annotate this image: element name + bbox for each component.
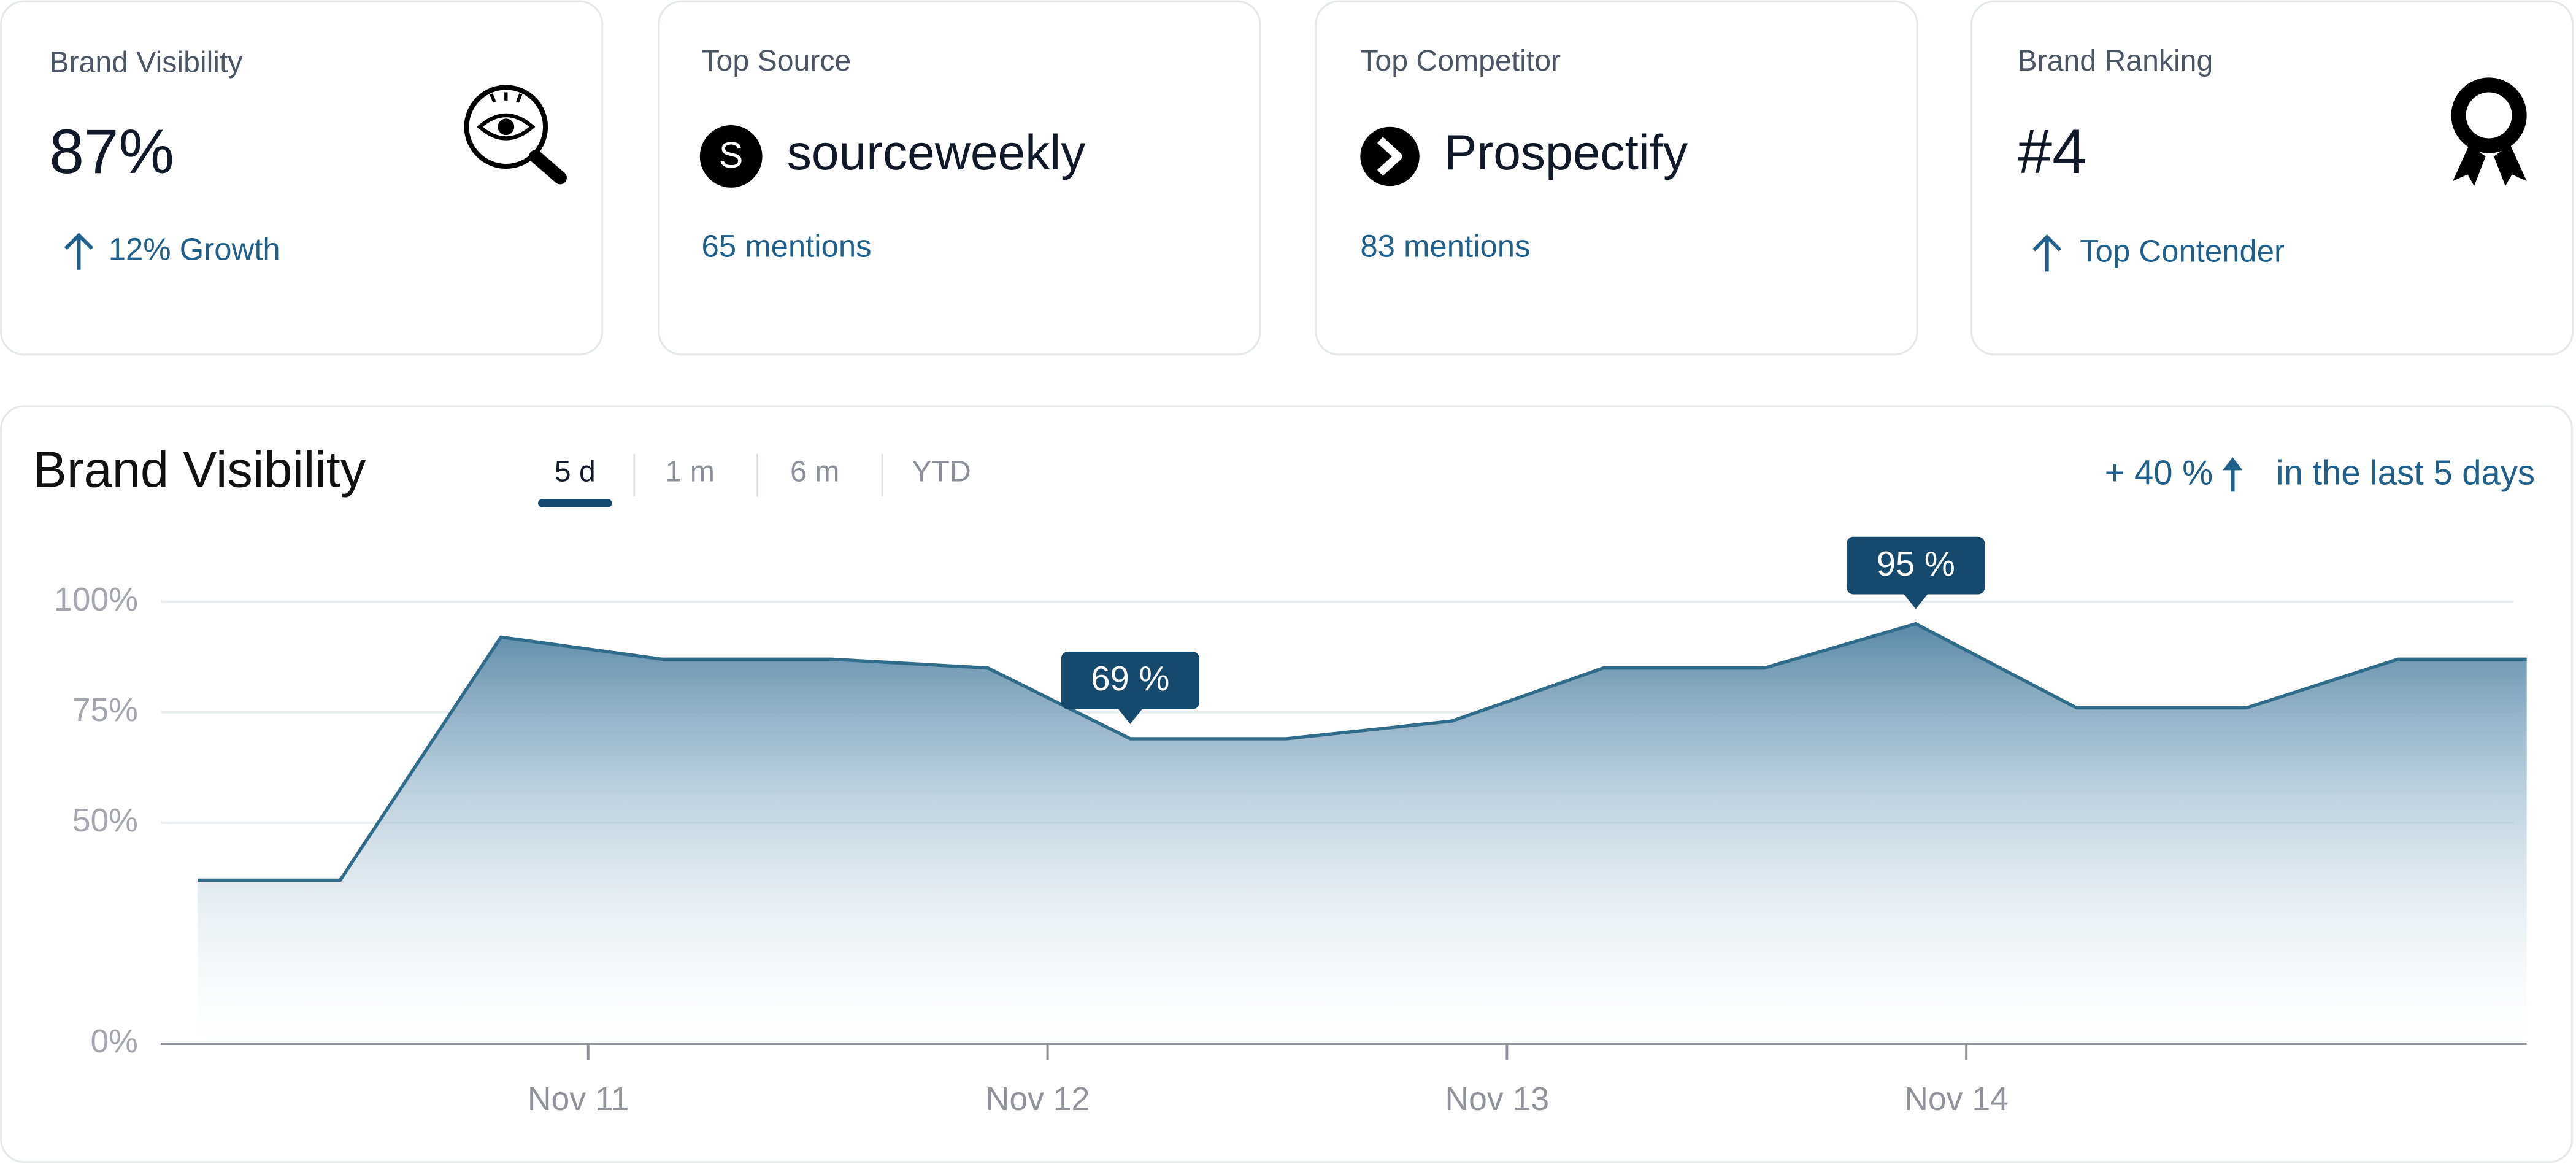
data-label: 69 %: [1091, 659, 1169, 698]
change-value: + 40 %: [2105, 453, 2213, 491]
card-note: Top Contender: [2080, 233, 2285, 268]
tooltip-pointer: [1902, 592, 1929, 609]
source-icon-letter: S: [719, 136, 743, 175]
range-tab[interactable]: 6 m: [790, 455, 839, 488]
card-bg: [0, 0, 604, 356]
card-label: Top Competitor: [1360, 44, 1561, 77]
card-label: Brand Visibility: [49, 46, 242, 79]
range-tab[interactable]: 5 d: [555, 455, 596, 488]
card-value: #4: [2018, 117, 2087, 187]
x-tick-label: Nov 13: [1445, 1081, 1549, 1117]
card-value: sourceweekly: [787, 125, 1086, 180]
y-tick-label: 50%: [72, 803, 138, 839]
value-tooltip: 69 %: [1061, 652, 1199, 724]
x-tick-label: Nov 12: [986, 1081, 1090, 1117]
change-arrow-icon: [2223, 457, 2243, 492]
data-label: 95 %: [1877, 544, 1955, 583]
card: Top Source S sourceweekly 65 mentions: [658, 0, 1261, 356]
card-bg: [658, 0, 1261, 356]
change-note: in the last 5 days: [2276, 453, 2535, 491]
x-tick-label: Nov 11: [528, 1081, 629, 1117]
card: Top Competitor Prospectify 83 mentions: [1315, 0, 1918, 356]
card: Brand Visibility 87% 12% Growth: [0, 0, 604, 356]
award-icon: [2451, 77, 2527, 187]
card-note: 12% Growth: [109, 232, 280, 267]
card-label: Top Source: [701, 44, 851, 77]
tooltip-pointer: [1117, 707, 1144, 724]
area-line: [198, 622, 2527, 882]
card-note: 65 mentions: [701, 228, 871, 263]
tooltip-box: [1847, 536, 1985, 595]
card-bg: [1315, 0, 1918, 356]
card: Brand Ranking #4 Top Contender: [1970, 0, 2574, 356]
y-tick-label: 75%: [72, 692, 138, 728]
plot: 0% 50% 75% 100% Nov 11 Nov 12 Nov 13 Nov 14 69 %…: [54, 536, 2527, 1117]
competitor-icon: [1360, 126, 1420, 187]
up-arrow-icon: [2032, 234, 2062, 272]
card-note: 83 mentions: [1360, 228, 1530, 263]
card-label: Brand Ranking: [2018, 44, 2213, 77]
tooltip-box: [1061, 652, 1199, 709]
value-tooltip: 95 %: [1847, 536, 1985, 609]
x-tick-label: Nov 14: [1904, 1081, 2009, 1117]
source-icon: [699, 125, 763, 188]
card-bg: [1970, 0, 2574, 356]
range-tab[interactable]: YTD: [912, 455, 971, 488]
card-value: Prospectify: [1444, 125, 1688, 180]
card-value: 87%: [49, 117, 174, 187]
chart-title: Brand Visibility: [33, 441, 366, 498]
visibility-icon: [464, 85, 567, 185]
range-tab[interactable]: 1 m: [666, 455, 715, 488]
y-tick-label: 0%: [91, 1023, 138, 1060]
y-tick-label: 100%: [54, 582, 138, 618]
up-arrow-icon: [64, 233, 94, 270]
area-fill: [198, 623, 2527, 1044]
